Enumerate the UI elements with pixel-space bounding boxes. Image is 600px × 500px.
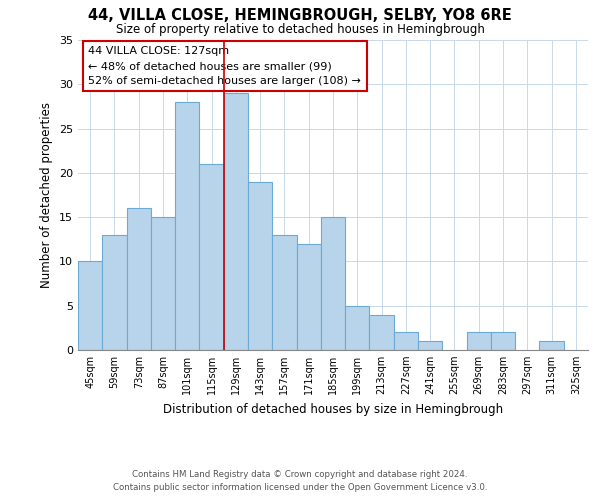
Y-axis label: Number of detached properties: Number of detached properties (40, 102, 53, 288)
Bar (539, 341, 564, 350)
Bar (102, 235, 127, 350)
Bar (272, 235, 296, 350)
X-axis label: Distribution of detached houses by size in Hemingbrough: Distribution of detached houses by size … (163, 402, 503, 415)
Text: Size of property relative to detached houses in Hemingbrough: Size of property relative to detached ho… (116, 22, 484, 36)
Bar (467, 332, 491, 350)
Bar (78, 262, 102, 350)
Bar (418, 341, 442, 350)
Bar (296, 244, 321, 350)
Text: 44 VILLA CLOSE: 127sqm
← 48% of detached houses are smaller (99)
52% of semi-det: 44 VILLA CLOSE: 127sqm ← 48% of detached… (88, 46, 361, 86)
Bar (248, 182, 272, 350)
Bar (151, 217, 175, 350)
Bar (394, 332, 418, 350)
Bar (175, 102, 199, 350)
Text: 44, VILLA CLOSE, HEMINGBROUGH, SELBY, YO8 6RE: 44, VILLA CLOSE, HEMINGBROUGH, SELBY, YO… (88, 8, 512, 22)
Text: Contains HM Land Registry data © Crown copyright and database right 2024.
Contai: Contains HM Land Registry data © Crown c… (113, 470, 487, 492)
Bar (127, 208, 151, 350)
Bar (321, 217, 345, 350)
Bar (199, 164, 224, 350)
Bar (370, 314, 394, 350)
Bar (345, 306, 370, 350)
Bar (224, 93, 248, 350)
Bar (491, 332, 515, 350)
